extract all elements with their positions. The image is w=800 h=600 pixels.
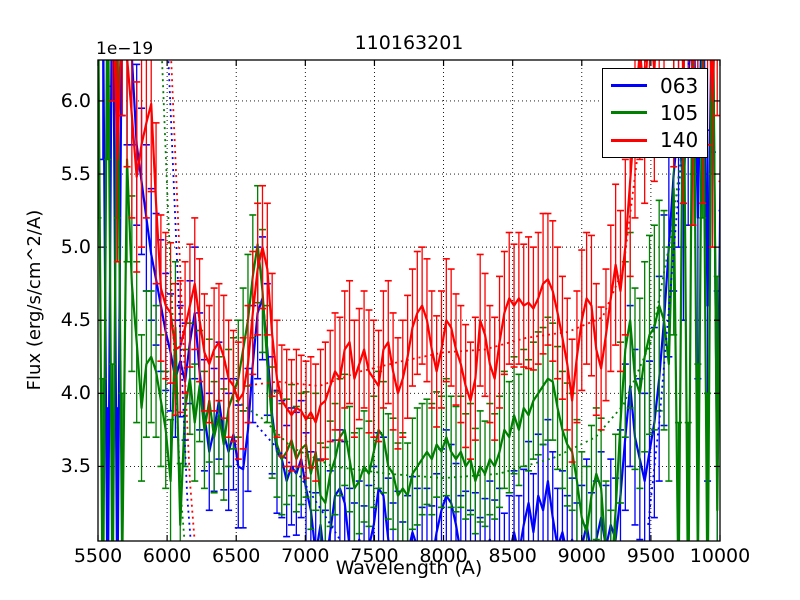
- legend-line-sample-blue: [611, 84, 647, 88]
- legend: 063 105 140: [602, 68, 708, 158]
- x-tick-label: 9000: [557, 545, 606, 567]
- legend-item-140: 140: [611, 130, 699, 150]
- y-tick-label: 3.5: [60, 455, 91, 478]
- x-tick-label: 7500: [350, 545, 399, 567]
- dotted-105-dotted: [161, 60, 694, 541]
- x-tick-label: 8500: [488, 545, 537, 567]
- legend-label: 063: [660, 73, 699, 98]
- axes-frame: [97, 59, 721, 542]
- dotted-140-dotted: [170, 60, 647, 541]
- y-axis-offset-label: 1e−19: [96, 39, 154, 59]
- legend-item-105: 105: [611, 103, 699, 123]
- y-tick-label: 5.5: [60, 163, 91, 186]
- plot-title: 110163201: [354, 32, 464, 54]
- legend-line-sample-red: [611, 138, 647, 142]
- y-tick-label: 5.0: [60, 236, 91, 259]
- x-axis-label: Wavelength (A): [335, 557, 483, 579]
- x-tick-label: 8000: [419, 545, 468, 567]
- legend-label: 140: [660, 128, 699, 153]
- x-tick-label: 6000: [142, 545, 192, 567]
- x-tick-label: 6500: [212, 545, 261, 567]
- y-tick-label: 6.0: [60, 89, 91, 112]
- tick-marks: [97, 60, 721, 541]
- x-tick-label: 9500: [626, 545, 676, 567]
- y-tick-label: 4.5: [60, 309, 91, 332]
- y-tick-label: 4.0: [60, 382, 91, 405]
- x-tick-label: 7000: [281, 545, 330, 567]
- data-layer: [98, 60, 720, 541]
- legend-label: 105: [660, 100, 699, 125]
- x-tick-label: 10000: [689, 545, 751, 567]
- legend-item-063: 063: [611, 76, 699, 96]
- legend-line-sample-green: [611, 111, 647, 115]
- x-tick-label: 5500: [73, 545, 123, 567]
